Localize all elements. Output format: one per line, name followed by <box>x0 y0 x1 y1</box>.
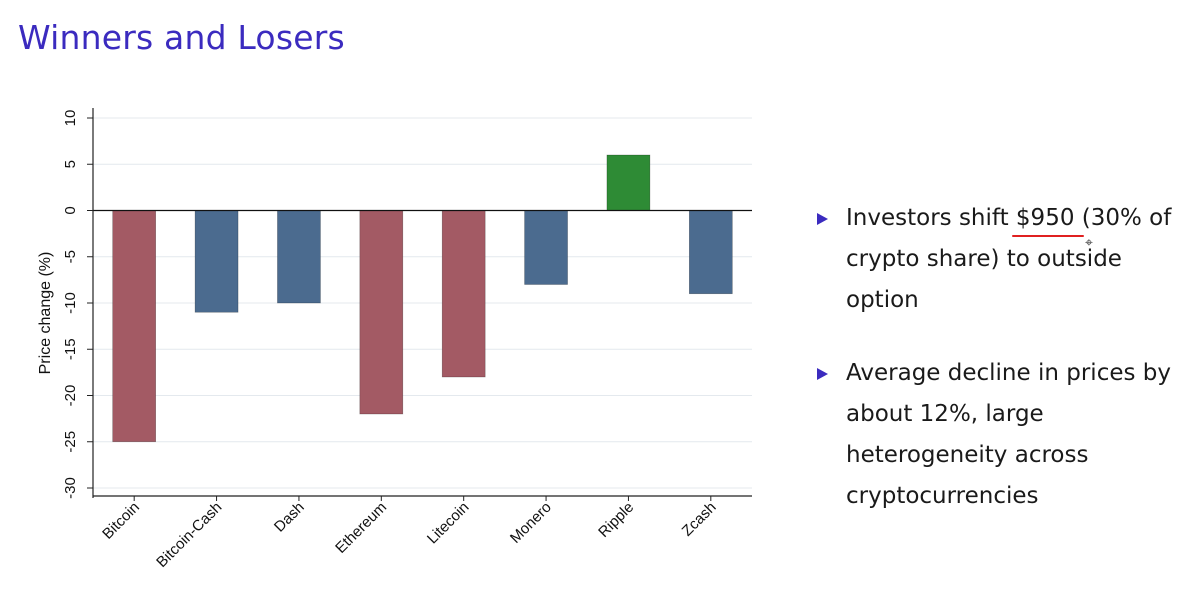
bullet-item-average-decline: Average decline in prices by about 12%, … <box>814 353 1184 517</box>
bar-zcash <box>689 210 733 295</box>
x-tick-label: Bitcoin <box>99 499 143 543</box>
y-tick-label: -25 <box>62 431 79 453</box>
y-tick-label: 5 <box>62 160 79 168</box>
y-tick-label: 10 <box>62 110 79 127</box>
x-tick-label: Ripple <box>595 499 637 541</box>
bars <box>112 154 733 443</box>
x-tick-label: Ethereum <box>332 499 390 557</box>
y-axis-title: Price change (%) <box>37 252 54 375</box>
triangle-bullet-icon <box>817 368 828 380</box>
bullet-text: Average decline in prices by about 12%, … <box>846 360 1171 509</box>
bullet-list: Investors shift $950 (30% of crypto shar… <box>814 198 1184 549</box>
x-tick-label: Bitcoin-Cash <box>153 499 225 571</box>
bar-chart: Bitcoin Bitcoin-Cash Dash Ethereum Litecoin M… <box>37 108 752 571</box>
highlighted-amount-text: $950 <box>1015 205 1075 231</box>
triangle-bullet-icon <box>817 213 828 225</box>
highlighted-amount: $950 <box>1011 198 1085 239</box>
bullet-text-before: Investors shift <box>846 205 1016 231</box>
bar-litecoin <box>441 210 486 378</box>
crosshair-cursor-icon: ⌖ <box>1085 235 1093 251</box>
bullet-item-investors-shift: Investors shift $950 (30% of crypto shar… <box>814 198 1184 321</box>
y-tick-label: 0 <box>62 206 79 214</box>
slide-title: Winners and Losers <box>18 18 345 57</box>
y-tick-label: -30 <box>62 477 79 499</box>
bar-bitcoin <box>112 210 156 443</box>
y-tick-label: -5 <box>62 250 79 263</box>
bar-monero <box>524 210 568 285</box>
y-tick-label: -15 <box>62 338 79 360</box>
x-tick-label: Litecoin <box>424 499 473 548</box>
bullet-text-after: (30% of crypto share) to outside option <box>846 205 1172 313</box>
y-tick-label: -10 <box>62 292 79 314</box>
x-tick-label: Zcash <box>679 499 720 540</box>
bar-bitcoin-cash <box>194 210 239 313</box>
grid-lines <box>93 117 752 489</box>
x-tick-label: Dash <box>271 499 308 536</box>
bar-chart-svg: Bitcoin Bitcoin-Cash Dash Ethereum Litecoin M… <box>37 108 752 571</box>
bar-ethereum <box>359 210 404 415</box>
x-tick-label: Monero <box>507 499 555 547</box>
bar-dash <box>277 210 321 304</box>
y-tick-label: -20 <box>62 385 79 407</box>
axes <box>87 108 752 501</box>
red-underline-annotation <box>1011 235 1085 237</box>
bar-ripple <box>606 154 651 211</box>
